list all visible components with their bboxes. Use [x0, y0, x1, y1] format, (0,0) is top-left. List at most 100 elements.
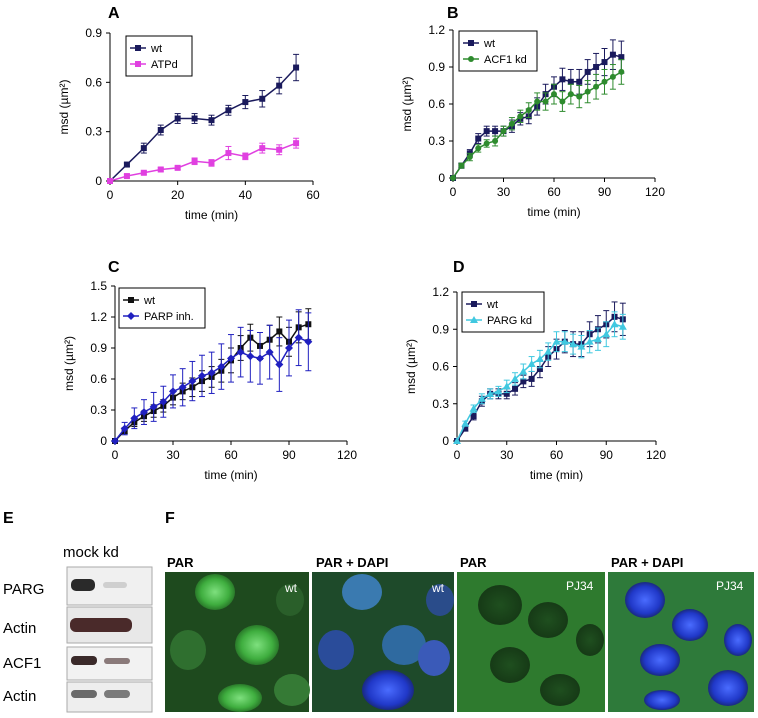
data-point	[609, 73, 616, 80]
y-tick-label: 0	[442, 434, 449, 448]
y-axis-label: msd (µm²)	[404, 339, 418, 394]
data-point	[293, 140, 300, 147]
x-axis-label: time (min)	[530, 468, 583, 482]
data-point	[208, 159, 215, 166]
y-tick-label: 1.5	[90, 279, 107, 293]
micrograph-title-2: PAR + DAPI	[316, 555, 388, 570]
data-point	[593, 335, 602, 343]
data-point	[123, 173, 130, 180]
data-point	[294, 333, 303, 342]
data-point	[265, 348, 274, 357]
data-point	[475, 145, 482, 152]
data-point	[535, 355, 544, 363]
data-point	[111, 437, 119, 445]
data-point	[458, 162, 465, 169]
y-tick-label: 0.3	[428, 134, 445, 148]
data-point	[576, 78, 583, 85]
chart-panel-c: 0 30 60 90 120 0 0.3 0.6 0.9 1.2 1.5 time (min) msd …	[62, 279, 357, 482]
series-atpd	[107, 137, 300, 184]
blot-band	[71, 579, 95, 591]
series-line	[109, 67, 297, 182]
legend-label: PARP inh.	[144, 311, 194, 323]
legend-label: ATPd	[151, 59, 178, 71]
blot-band	[71, 656, 97, 665]
x-tick-label: 30	[500, 448, 514, 462]
data-point	[483, 128, 490, 135]
data-point	[601, 78, 608, 85]
data-point	[551, 91, 557, 98]
data-point	[502, 382, 511, 390]
micrograph-par-dapi-pj34: PJ34	[608, 572, 754, 712]
data-point	[293, 64, 300, 71]
data-point	[576, 93, 583, 100]
x-tick-label: 90	[600, 448, 614, 462]
blot-band	[71, 690, 97, 698]
data-point	[107, 178, 113, 184]
y-tick-label: 0.3	[90, 403, 107, 417]
data-point	[525, 107, 532, 114]
y-tick-label: 0.6	[428, 97, 445, 111]
legend-swatch-marker	[468, 56, 474, 62]
y-tick-label: 0.6	[90, 372, 107, 386]
data-point	[584, 88, 591, 95]
data-point	[256, 354, 264, 363]
legend-label: PARG kd	[487, 315, 532, 327]
data-point	[174, 164, 181, 171]
legend-label: wt	[483, 38, 495, 50]
y-tick-label: 0.3	[432, 397, 449, 411]
x-tick-label: 60	[224, 448, 238, 462]
data-point	[246, 352, 255, 361]
data-point	[276, 328, 283, 335]
data-point	[462, 425, 469, 432]
data-point	[140, 408, 148, 417]
data-point	[120, 424, 129, 433]
blot-row-label-actin-1: Actin	[3, 620, 36, 637]
y-axis-label: msd (µm²)	[57, 80, 71, 135]
data-point	[242, 153, 249, 160]
x-tick-label: 90	[282, 448, 296, 462]
legend-label: ACF1 kd	[484, 54, 527, 66]
data-point	[123, 161, 130, 168]
panel-label-c: C	[108, 259, 120, 276]
data-point	[276, 82, 283, 89]
data-point	[217, 362, 226, 371]
data-point	[503, 390, 510, 397]
data-point	[225, 107, 232, 114]
legend-label: wt	[486, 299, 498, 311]
data-point	[559, 76, 566, 83]
legend-swatch-marker	[468, 40, 474, 46]
blot-row-label-actin-2: Actin	[3, 688, 36, 705]
series-parg-kd	[453, 311, 627, 444]
data-point	[528, 375, 535, 382]
data-point	[227, 354, 235, 363]
panel-label-d: D	[453, 259, 465, 276]
data-point	[593, 83, 600, 90]
data-point	[276, 146, 283, 153]
x-tick-label: 90	[598, 185, 612, 199]
data-point	[618, 322, 627, 330]
data-point	[585, 337, 594, 345]
legend-box	[461, 291, 545, 333]
series-line	[109, 142, 297, 182]
y-tick-label: 0	[95, 174, 102, 188]
data-point	[542, 98, 549, 105]
y-tick-label: 1.2	[432, 285, 449, 299]
x-axis-label: time (min)	[527, 205, 580, 219]
y-axis-label: msd (µm²)	[62, 336, 76, 391]
data-point	[174, 115, 181, 122]
data-point	[130, 414, 139, 423]
data-point	[208, 117, 215, 124]
data-point	[569, 340, 578, 348]
data-point	[191, 158, 198, 165]
data-point	[492, 138, 499, 144]
x-tick-label: 60	[306, 188, 320, 202]
data-point	[259, 95, 266, 102]
x-tick-label: 0	[107, 188, 114, 202]
blot-header: mock kd	[63, 544, 119, 561]
data-point	[285, 344, 293, 352]
legend-swatch-marker	[135, 61, 141, 67]
data-point	[475, 135, 482, 142]
y-tick-label: 0.9	[432, 322, 449, 336]
data-point	[618, 54, 625, 61]
